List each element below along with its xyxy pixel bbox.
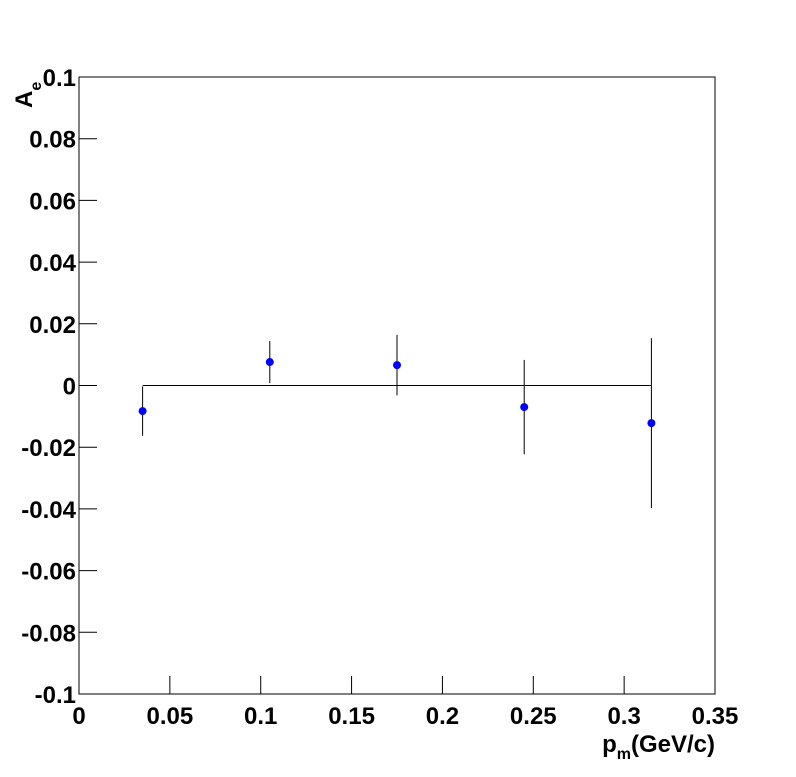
x-tick-label: 0.3: [607, 703, 640, 730]
x-label-sub: m: [617, 746, 631, 763]
x-tick-label: 0.15: [328, 703, 375, 730]
y-tick-label: 0: [63, 374, 76, 401]
data-point: [520, 403, 529, 412]
y-tick-label: 0.08: [29, 127, 76, 154]
x-tick-label: 0: [72, 703, 85, 730]
y-tick-label: 0.04: [29, 250, 76, 277]
y-tick-label: 0.02: [29, 312, 76, 339]
x-tick-label: 0.05: [146, 703, 193, 730]
y-tick-label: -0.02: [21, 435, 76, 462]
x-tick-label: 0.25: [510, 703, 557, 730]
data-point: [393, 361, 401, 370]
x-tick-label: 0.35: [692, 703, 739, 730]
y-label-sub: e: [28, 82, 45, 91]
x-label-main: p: [602, 731, 617, 758]
x-axis-label: pm(GeV/c): [602, 731, 715, 763]
data-point: [138, 407, 147, 416]
y-tick-label: -0.08: [21, 620, 76, 647]
y-axis-label: Ae: [11, 82, 45, 108]
data-point: [265, 358, 274, 367]
y-tick-label: 0.1: [43, 65, 76, 92]
x-tick-label: 0.2: [426, 703, 459, 730]
data-point: [647, 419, 656, 428]
y-tick-label: -0.04: [21, 497, 76, 524]
y-tick-label: -0.1: [35, 682, 76, 709]
y-tick-label: 0.06: [29, 188, 76, 215]
y-label-main: A: [11, 91, 38, 108]
y-tick-label: -0.06: [21, 559, 76, 586]
x-label-rest: (GeV/c): [631, 731, 715, 758]
x-tick-label: 0.1: [244, 703, 277, 730]
